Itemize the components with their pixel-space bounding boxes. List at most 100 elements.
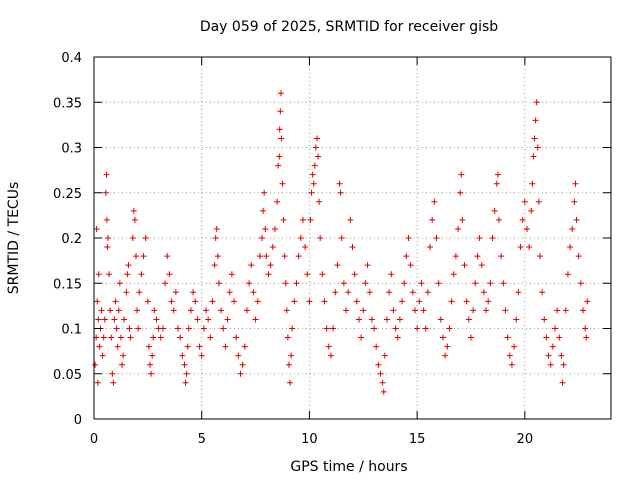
- data-point: [271, 225, 278, 232]
- data-point: [493, 180, 500, 187]
- data-point: [138, 271, 145, 278]
- data-point: [569, 225, 576, 232]
- data-point: [549, 343, 556, 350]
- data-point: [567, 244, 574, 251]
- data-point: [135, 325, 142, 332]
- data-point: [192, 298, 199, 305]
- data-point: [392, 325, 399, 332]
- data-point: [506, 352, 513, 359]
- data-point: [233, 334, 240, 341]
- data-point: [184, 343, 191, 350]
- data-point: [450, 271, 457, 278]
- data-point: [159, 325, 166, 332]
- data-point: [267, 262, 274, 269]
- data-point: [114, 343, 121, 350]
- data-point: [399, 298, 406, 305]
- data-point: [528, 207, 535, 214]
- data-point: [121, 316, 128, 323]
- data-point: [573, 216, 580, 223]
- data-point: [494, 171, 501, 178]
- data-point: [209, 298, 216, 305]
- data-point: [190, 289, 197, 296]
- plot-frame: [93, 56, 612, 420]
- data-point: [560, 361, 567, 368]
- data-point: [381, 352, 388, 359]
- grid: [94, 57, 611, 419]
- data-point: [373, 343, 380, 350]
- data-point: [330, 325, 337, 332]
- data-point: [371, 325, 378, 332]
- data-point: [231, 298, 238, 305]
- y-axis-label: SRMTID / TECUs: [6, 182, 22, 295]
- data-point: [465, 316, 472, 323]
- data-point: [278, 135, 285, 142]
- data-point: [467, 334, 474, 341]
- data-point: [252, 316, 259, 323]
- data-point: [495, 216, 502, 223]
- data-point: [424, 289, 431, 296]
- data-point: [358, 334, 365, 341]
- y-tick-label: 0.25: [53, 187, 82, 202]
- data-point: [281, 253, 288, 260]
- data-point: [558, 352, 565, 359]
- data-point: [338, 235, 345, 241]
- data-point: [379, 379, 386, 386]
- data-point: [368, 316, 375, 323]
- data-point: [304, 271, 311, 278]
- data-point: [150, 334, 157, 341]
- data-point: [212, 235, 219, 241]
- data-point: [526, 244, 533, 251]
- data-point: [108, 334, 115, 341]
- data-point: [394, 334, 401, 341]
- data-point: [572, 180, 579, 187]
- data-point: [584, 298, 591, 305]
- x-tick-label: 15: [409, 432, 426, 447]
- data-point: [562, 307, 569, 314]
- data-point: [172, 289, 179, 296]
- data-point: [448, 298, 455, 305]
- data-point: [418, 280, 425, 287]
- data-point: [458, 171, 465, 178]
- data-point: [243, 307, 250, 314]
- data-point: [343, 307, 350, 314]
- data-point: [476, 235, 483, 241]
- data-point: [311, 162, 318, 169]
- data-point: [144, 298, 151, 305]
- data-point: [556, 334, 563, 341]
- data-point: [130, 207, 137, 214]
- data-point: [545, 352, 552, 359]
- data-point: [140, 253, 147, 260]
- data-point: [420, 307, 427, 314]
- data-point: [388, 271, 395, 278]
- data-point: [261, 189, 268, 196]
- data-point: [183, 370, 190, 377]
- data-point: [405, 235, 412, 241]
- data-point: [235, 352, 242, 359]
- data-point: [288, 352, 295, 359]
- data-point: [470, 307, 477, 314]
- data-point: [246, 280, 253, 287]
- data-point: [502, 307, 509, 314]
- data-point: [515, 289, 522, 296]
- data-point: [442, 352, 449, 359]
- data-point: [530, 153, 537, 160]
- data-point: [283, 307, 290, 314]
- x-tick-label: 5: [198, 432, 206, 447]
- data-point: [291, 298, 298, 305]
- data-point: [119, 361, 126, 368]
- data-point: [145, 343, 152, 350]
- data-point: [142, 235, 149, 241]
- data-point: [310, 180, 317, 187]
- data-point: [149, 352, 156, 359]
- data-point: [483, 307, 490, 314]
- data-point: [106, 271, 113, 278]
- data-point: [175, 325, 182, 332]
- data-point: [177, 334, 184, 341]
- data-point: [157, 334, 164, 341]
- data-point: [463, 298, 470, 305]
- data-point: [375, 361, 382, 368]
- data-point: [103, 171, 110, 178]
- data-point: [182, 379, 189, 386]
- data-point: [407, 262, 414, 269]
- data-point: [535, 198, 542, 205]
